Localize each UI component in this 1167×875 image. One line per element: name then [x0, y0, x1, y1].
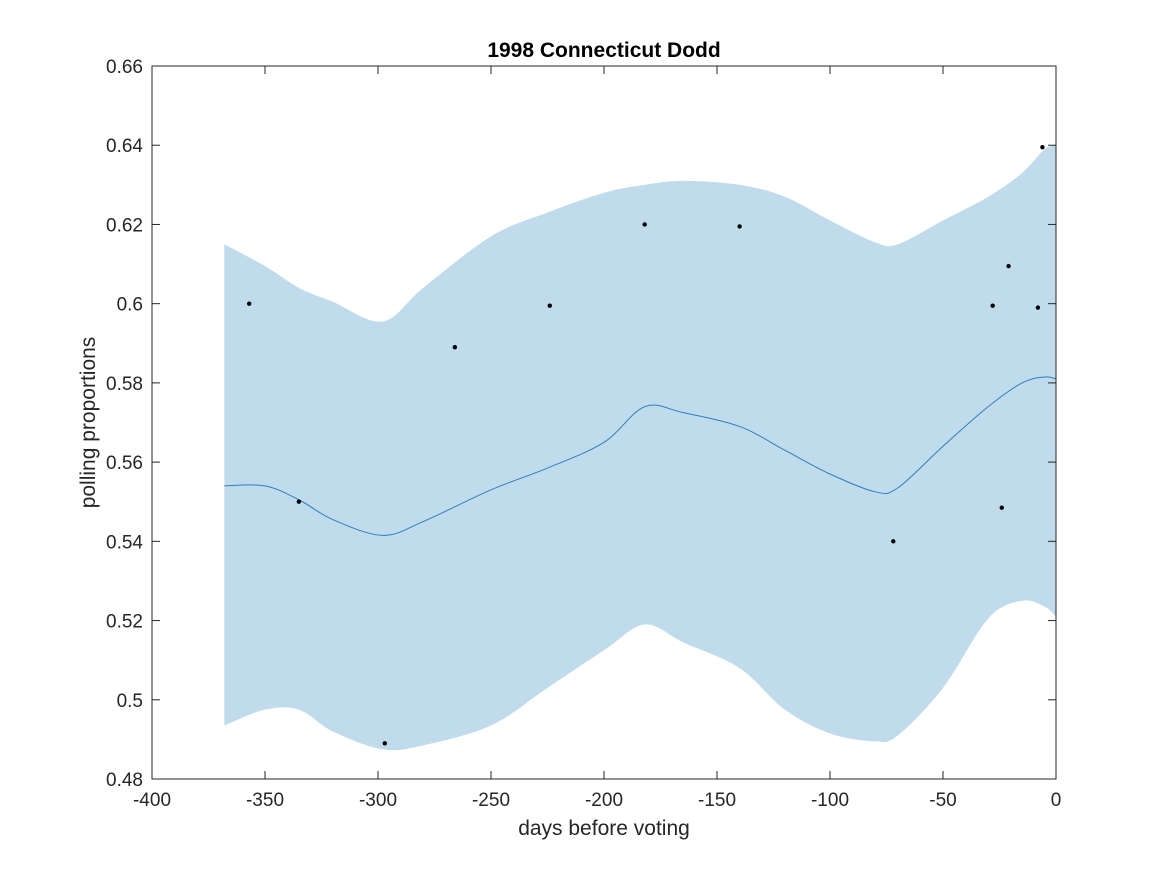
x-tick-label: -50: [929, 790, 956, 811]
y-tick-label: 0.66: [106, 57, 143, 78]
x-tick-label: -350: [246, 790, 284, 811]
poll-point: [990, 303, 995, 308]
x-tick-label: -400: [133, 790, 171, 811]
poll-point: [452, 345, 458, 350]
y-ticks: 0.48 0.5 0.52 0.54 0.56 0.58 0.6 0.62 0.64 0.66: [106, 57, 1056, 791]
poll-point: [246, 301, 252, 306]
x-tick-label: -200: [585, 790, 623, 811]
x-tick-label: -150: [698, 790, 736, 811]
y-axis-label: polling proportions: [77, 337, 100, 509]
poll-point: [296, 499, 302, 504]
poll-point: [1035, 305, 1041, 310]
poll-point: [999, 505, 1004, 510]
chart-title: 1998 Connecticut Dodd: [487, 39, 720, 62]
x-tick-label: -300: [359, 790, 397, 811]
y-tick-label: 0.6: [117, 295, 143, 316]
y-tick-label: 0.48: [106, 770, 143, 791]
mean-trend-line: [224, 376, 1057, 536]
poll-point: [737, 224, 742, 229]
poll-point: [1006, 263, 1011, 269]
x-tick-label: -100: [811, 790, 849, 811]
poll-point: [891, 539, 896, 544]
confidence-band: [224, 145, 1056, 751]
y-tick-label: 0.52: [106, 612, 143, 633]
y-tick-label: 0.58: [106, 374, 143, 395]
y-tick-label: 0.5: [117, 691, 143, 712]
poll-point: [1040, 145, 1045, 150]
x-axis-label: days before voting: [518, 817, 690, 840]
x-tick-label: 0: [1051, 790, 1062, 811]
x-ticks: -400 -350 -300 -250 -200 -150 -100 -50 0: [133, 66, 1061, 811]
poll-point: [642, 222, 647, 227]
y-tick-label: 0.56: [106, 453, 143, 474]
poll-point: [547, 303, 552, 308]
y-tick-label: 0.54: [106, 532, 143, 553]
poll-point: [382, 741, 387, 746]
y-tick-label: 0.64: [106, 136, 143, 157]
y-tick-label: 0.62: [106, 215, 143, 236]
x-tick-label: -250: [472, 790, 510, 811]
plot-area: [224, 145, 1057, 751]
